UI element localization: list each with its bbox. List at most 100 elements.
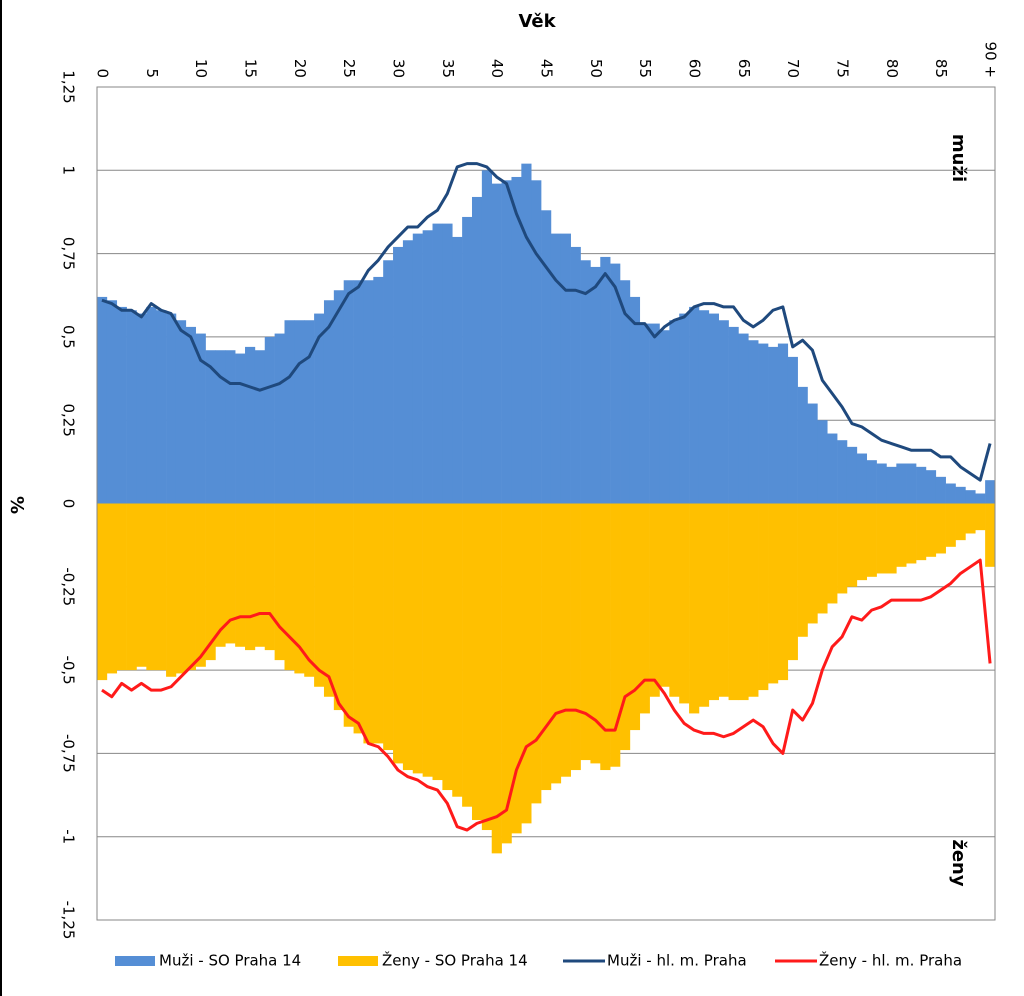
bar — [304, 320, 315, 504]
bar — [452, 503, 463, 797]
y-tick-label: 1,25 — [60, 70, 78, 103]
bar — [314, 503, 325, 687]
bar — [225, 350, 236, 504]
bar — [323, 503, 335, 697]
bar — [807, 403, 818, 504]
bar — [136, 313, 147, 504]
bar — [610, 503, 621, 767]
bar — [462, 503, 473, 807]
bar — [333, 503, 345, 711]
legend-label: Muži - hl. m. Praha — [607, 952, 747, 970]
bar — [511, 503, 522, 834]
bar — [156, 503, 167, 671]
bar — [304, 503, 315, 677]
x-tick-label: 70 — [784, 59, 802, 78]
x-tick-label: 65 — [735, 59, 753, 78]
bar — [689, 306, 700, 504]
x-tick-label: 80 — [883, 59, 901, 78]
bar — [590, 266, 601, 504]
bar — [550, 503, 562, 784]
x-axis-title: Věk — [518, 11, 556, 32]
legend-label: Ženy - hl. m. Praha — [819, 951, 962, 970]
bar — [698, 310, 710, 504]
y-tick-label: -1 — [60, 829, 78, 844]
bar — [116, 306, 127, 504]
x-tick-label: 25 — [340, 59, 358, 78]
bar — [254, 350, 266, 504]
bar — [659, 330, 670, 504]
bar — [580, 503, 591, 761]
bar — [106, 503, 118, 674]
bar — [274, 503, 285, 661]
bar — [807, 503, 818, 624]
bar — [639, 503, 650, 714]
y-tick-label: 0,75 — [60, 237, 78, 270]
bar — [383, 260, 394, 504]
bar — [955, 503, 966, 541]
bar — [235, 353, 246, 504]
plot-border — [96, 86, 996, 921]
bar — [570, 246, 581, 504]
bar — [866, 503, 877, 577]
bar — [955, 486, 966, 504]
bar — [175, 503, 187, 674]
bar — [560, 503, 571, 777]
x-tick-label: 40 — [488, 59, 506, 78]
bar — [758, 503, 769, 691]
bar — [402, 503, 414, 771]
bar — [935, 503, 946, 554]
bar — [856, 503, 868, 581]
bar — [876, 503, 887, 574]
bar — [600, 503, 611, 771]
x-tick-label: 35 — [439, 59, 457, 78]
bar — [639, 323, 650, 504]
y-tick-label: 0,25 — [60, 403, 78, 436]
bar — [284, 320, 295, 504]
bar — [985, 480, 996, 504]
bar — [886, 503, 897, 574]
bar — [945, 503, 956, 547]
y-tick-label: 1 — [60, 166, 78, 176]
bar — [777, 503, 789, 681]
bar — [620, 503, 631, 751]
y-axis-title: % — [6, 496, 27, 514]
bar — [837, 440, 848, 504]
bar — [205, 503, 216, 661]
bar — [629, 503, 641, 731]
bar — [402, 240, 414, 504]
bar — [896, 463, 907, 504]
bar — [432, 223, 443, 504]
bar — [481, 503, 493, 831]
bar — [758, 343, 769, 504]
bar — [718, 503, 729, 697]
x-tick-label: 30 — [389, 59, 407, 78]
bar — [550, 233, 562, 504]
bar — [294, 320, 305, 504]
bar — [748, 340, 759, 504]
bar — [738, 503, 749, 701]
bar — [728, 326, 739, 504]
bar — [600, 256, 611, 504]
bar — [195, 503, 206, 667]
bar — [195, 333, 206, 504]
bar — [768, 503, 779, 684]
bar — [837, 503, 848, 594]
bar — [373, 276, 384, 504]
bar — [876, 463, 887, 504]
bar — [501, 180, 512, 504]
x-tick-label: 20 — [291, 59, 309, 78]
bar — [817, 420, 828, 504]
bar — [827, 503, 838, 604]
bar — [363, 503, 374, 744]
bar — [896, 503, 907, 567]
bar — [521, 503, 532, 824]
bar — [274, 333, 285, 504]
bar — [728, 503, 739, 701]
bar — [412, 233, 423, 504]
bar — [659, 503, 670, 687]
x-tick-label: 90 + — [982, 42, 1000, 78]
bar — [708, 503, 719, 701]
bar — [531, 180, 542, 504]
bar — [965, 490, 976, 504]
